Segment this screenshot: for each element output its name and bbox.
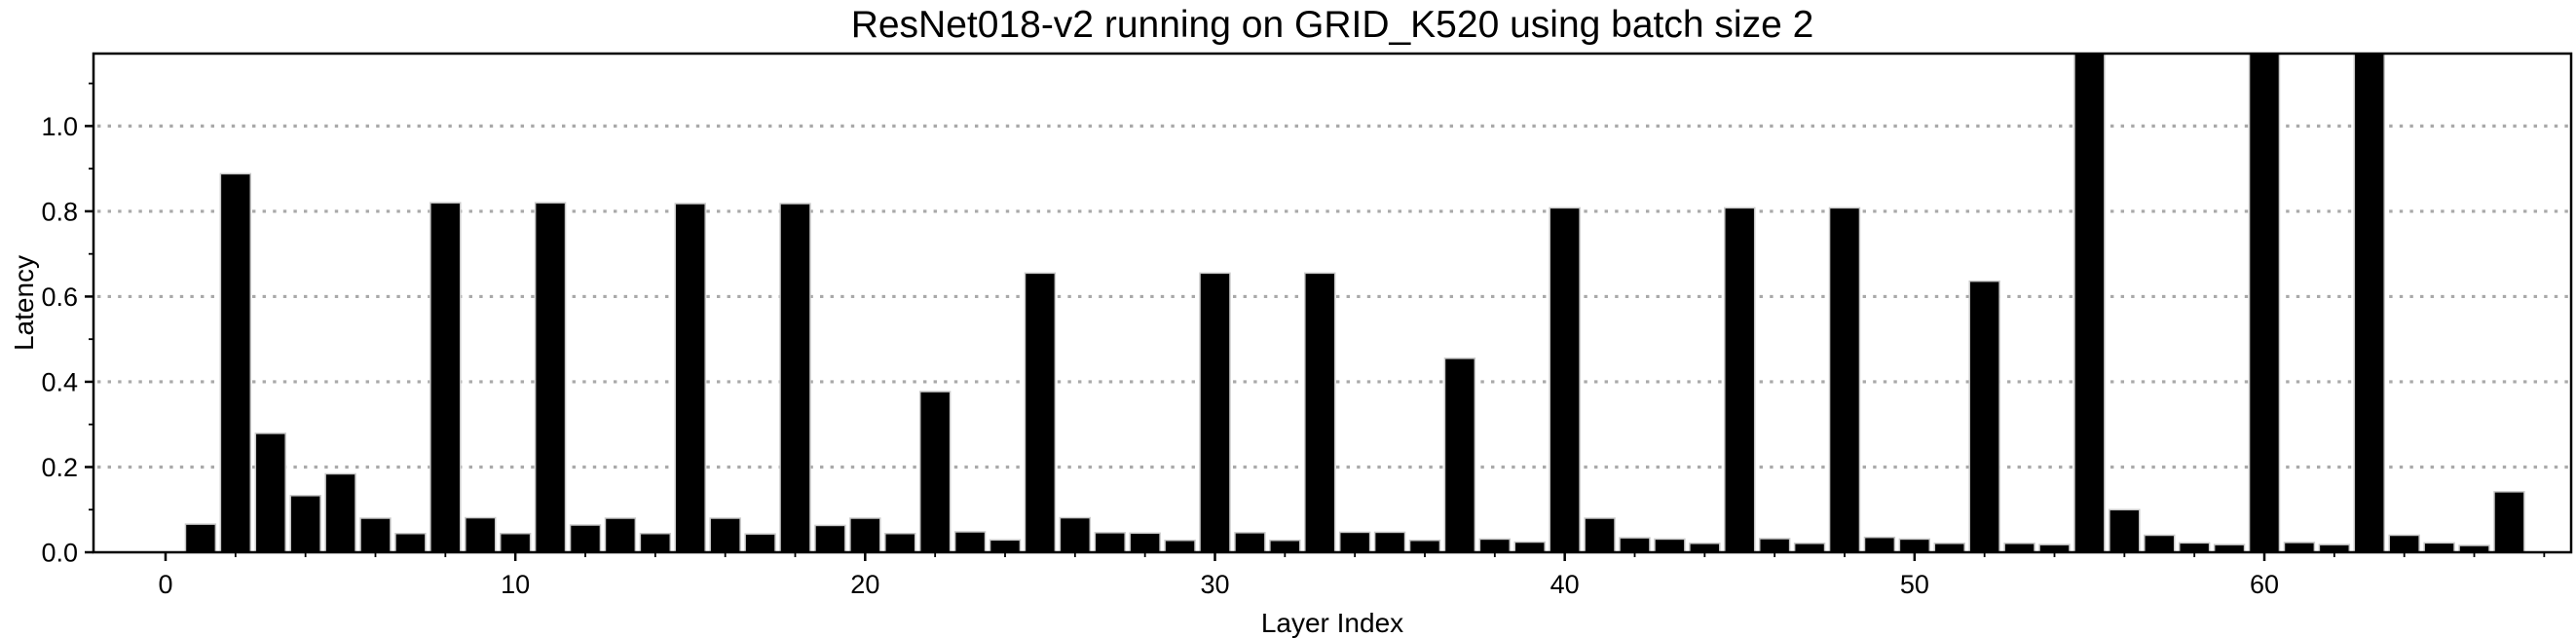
bar-layer-9 — [465, 516, 497, 553]
bars-layer — [184, 53, 2525, 553]
bar-layer-32 — [1269, 539, 1301, 553]
bar-layer-2 — [219, 172, 252, 553]
bar-layer-14 — [639, 532, 672, 553]
bar-layer-13 — [604, 517, 637, 553]
bar-layer-8 — [429, 202, 462, 553]
bar-layer-36 — [1408, 539, 1441, 553]
bar-layer-37 — [1443, 357, 1476, 553]
bar-layer-18 — [779, 203, 811, 553]
bar-layer-23 — [953, 531, 987, 553]
bar-layer-61 — [2283, 542, 2316, 553]
bar-layer-39 — [1513, 541, 1546, 553]
bar-layer-56 — [2109, 508, 2141, 553]
bar-layer-15 — [674, 203, 706, 553]
bar-layer-11 — [534, 202, 567, 553]
ticks-layer — [85, 82, 2546, 561]
x-axis-label: Layer Index — [1261, 608, 1403, 638]
x-tick-label: 0 — [158, 570, 172, 599]
y-tick-label: 1.0 — [41, 112, 78, 141]
bar-layer-51 — [1933, 543, 1965, 553]
bar-layer-47 — [1793, 543, 1826, 553]
y-tick-label: 0.6 — [41, 282, 78, 312]
bar-layer-64 — [2388, 534, 2420, 553]
x-tick-label: 30 — [1200, 570, 1229, 599]
bar-layer-34 — [1338, 531, 1371, 553]
bar-layer-50 — [1898, 538, 1931, 553]
bar-layer-10 — [499, 532, 532, 553]
bar-layer-52 — [1968, 280, 2000, 553]
bar-layer-48 — [1828, 206, 1861, 553]
bar-layer-65 — [2423, 542, 2455, 553]
bar-layer-31 — [1234, 532, 1266, 553]
bar-layer-21 — [884, 532, 916, 553]
bar-layer-6 — [359, 517, 392, 553]
bar-layer-44 — [1689, 543, 1721, 553]
bar-layer-67 — [2493, 491, 2525, 553]
bar-layer-60 — [2248, 53, 2281, 553]
bar-layer-46 — [1758, 538, 1791, 553]
bar-layer-26 — [1059, 516, 1092, 553]
y-tick-label: 0.4 — [41, 367, 78, 396]
bar-layer-27 — [1094, 532, 1126, 553]
bar-layer-45 — [1724, 206, 1756, 553]
bar-layer-55 — [2073, 53, 2106, 553]
bar-layer-40 — [1549, 206, 1581, 553]
x-tick-label: 40 — [1550, 570, 1580, 599]
tick-labels-layer: 0.0 0.2 0.4 0.6 0.8 1.0 0 10 20 30 40 50 60 — [41, 112, 2279, 599]
bar-layer-58 — [2178, 542, 2211, 553]
bar-layer-49 — [1863, 536, 1896, 553]
bar-layer-41 — [1584, 517, 1616, 553]
bar-layer-28 — [1129, 532, 1161, 553]
bar-layer-3 — [254, 432, 286, 553]
bar-layer-57 — [2144, 534, 2176, 553]
bar-layer-38 — [1478, 538, 1512, 553]
bar-layer-1 — [184, 523, 217, 553]
bar-layer-30 — [1199, 272, 1231, 553]
bar-layer-19 — [814, 524, 846, 553]
bar-layer-53 — [2003, 543, 2035, 553]
x-tick-label: 10 — [501, 570, 530, 599]
y-tick-label: 0.2 — [41, 453, 78, 482]
bar-layer-35 — [1373, 531, 1406, 553]
x-tick-label: 60 — [2250, 570, 2279, 599]
bar-layer-43 — [1654, 538, 1686, 553]
bar-layer-25 — [1024, 272, 1057, 553]
x-tick-label: 20 — [850, 570, 879, 599]
bar-layer-63 — [2353, 53, 2385, 553]
axes-frame — [92, 52, 2573, 554]
chart-title: ResNet018-v2 running on GRID_K520 using … — [851, 4, 1814, 46]
bar-layer-5 — [324, 472, 356, 553]
x-tick-label: 50 — [1900, 570, 1929, 599]
bar-layer-22 — [918, 391, 952, 553]
y-tick-label: 0.8 — [41, 197, 78, 226]
bar-layer-42 — [1619, 537, 1651, 553]
y-tick-label: 0.0 — [41, 539, 78, 568]
bar-layer-20 — [849, 517, 881, 553]
bar-layer-4 — [289, 495, 321, 553]
axes-frame-layer — [92, 52, 2573, 554]
y-axis-label: Latency — [9, 255, 39, 351]
bar-layer-29 — [1164, 539, 1196, 553]
bar-layer-33 — [1304, 272, 1336, 553]
bar-layer-12 — [569, 524, 602, 553]
bar-layer-7 — [394, 532, 427, 553]
bar-layer-24 — [989, 539, 1022, 553]
bar-layer-17 — [744, 533, 776, 553]
bar-layer-16 — [709, 517, 741, 553]
